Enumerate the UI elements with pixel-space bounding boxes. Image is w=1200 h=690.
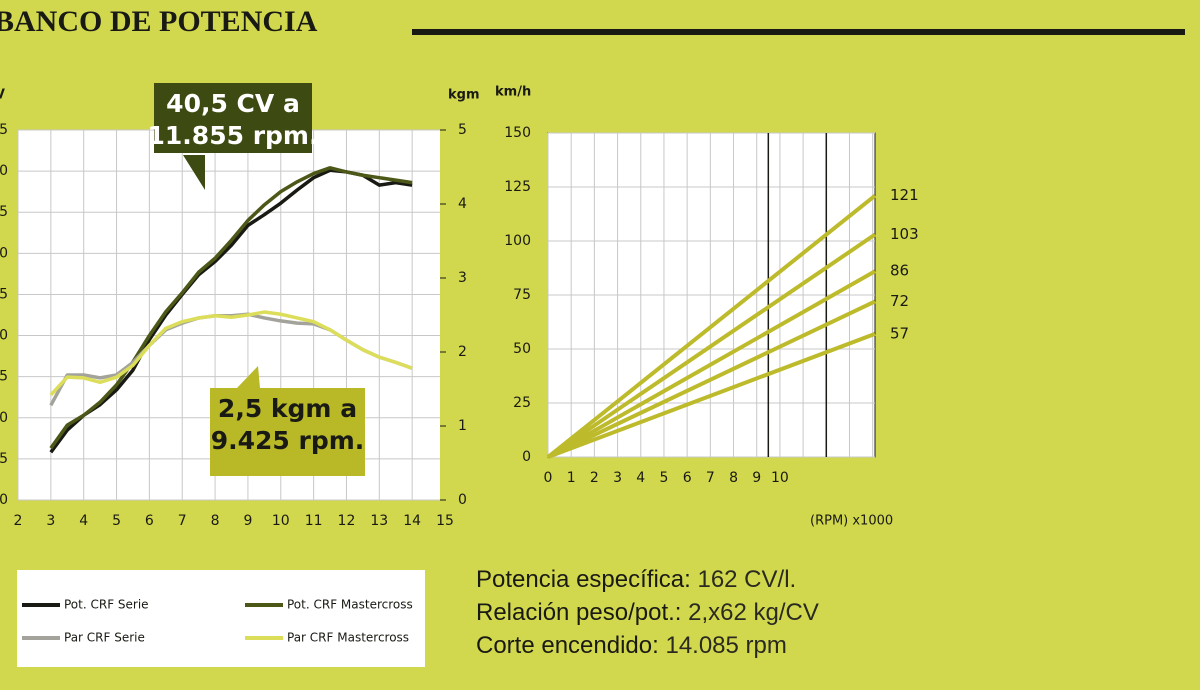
x-tick-label: 7 <box>178 513 187 529</box>
line <box>546 232 877 459</box>
x-tick-label: 3 <box>613 470 622 486</box>
y-tick-label: 40 <box>0 163 8 179</box>
x-tick-label: 4 <box>79 513 88 529</box>
y-tick-label: 45 <box>0 122 8 138</box>
x-tick-label: 11 <box>305 513 323 529</box>
y-tick-label: 20 <box>0 328 8 344</box>
spec-row: Relación peso/pot.: 2,x62 kg/CV <box>476 599 819 627</box>
annotation-pointer <box>237 366 260 388</box>
line <box>547 269 876 459</box>
x-tick-label: 13 <box>370 513 388 529</box>
spec-label: Potencia específica: <box>476 566 691 593</box>
x-tick-label: 10 <box>272 513 290 529</box>
x-tick-label: 8 <box>211 513 220 529</box>
x-tick-label: 4 <box>636 470 645 486</box>
value-label: 121 <box>890 186 919 204</box>
value-label: 72 <box>890 292 909 310</box>
y2-tick-label: 2 <box>458 344 467 360</box>
value-label: 103 <box>890 225 919 243</box>
y-tick-label: 35 <box>0 204 8 220</box>
y-tick-label: 150 <box>504 125 531 141</box>
y-tick-label: 50 <box>513 341 531 357</box>
y2-tick-label: 5 <box>458 122 467 138</box>
legend-label: Par CRF Mastercross <box>287 631 409 645</box>
y-tick-label: 100 <box>504 233 531 249</box>
y-tick-label: 30 <box>0 245 8 261</box>
page-title: BANCO DE POTENCIA <box>0 5 318 38</box>
line <box>49 166 413 450</box>
value-label: 86 <box>890 262 909 280</box>
y-tick-label: 15 <box>0 369 8 385</box>
x-tick-label: 6 <box>145 513 154 529</box>
legend-box <box>17 570 425 667</box>
value-label: 57 <box>890 324 909 342</box>
y-tick-label: 10 <box>0 410 8 426</box>
y-tick-label: 25 <box>0 286 8 302</box>
legend-label: Par CRF Serie <box>64 631 145 645</box>
y2-tick-label: 3 <box>458 270 467 286</box>
y-axis-label: km/h <box>495 85 531 100</box>
spec-label: Corte encendido: <box>476 632 659 659</box>
x-tick-label: 5 <box>659 470 668 486</box>
y2-tick-label: 0 <box>458 492 467 508</box>
y-tick-label: 0 <box>522 449 531 465</box>
y-tick-label: 25 <box>513 395 531 411</box>
y2-tick-label: 4 <box>458 196 467 212</box>
legend-label: Pot. CRF Mastercross <box>287 598 413 612</box>
spec-value: 162 CV/l. <box>697 566 797 593</box>
spec-row: Potencia específica: 162 CV/l. <box>476 566 796 594</box>
x-tick-label: 5 <box>112 513 121 529</box>
spec-label: Relación peso/pot.: <box>476 599 682 626</box>
y-tick-label: 0 <box>0 492 8 508</box>
x-tick-label: 0 <box>544 470 553 486</box>
spec-value: 14.085 rpm <box>665 632 787 659</box>
x-tick-label: 1 <box>567 470 576 486</box>
y-tick-label: 75 <box>513 287 531 303</box>
x-tick-label: 10 <box>771 470 789 486</box>
x-axis-label: (RPM) x1000 <box>810 514 893 529</box>
y-tick-label: 5 <box>0 451 8 467</box>
annotation-text: 2,5 kgm a <box>218 394 357 423</box>
x-tick-label: 15 <box>436 513 454 529</box>
x-tick-label: 2 <box>590 470 599 486</box>
line <box>547 332 876 459</box>
x-tick-label: 14 <box>403 513 421 529</box>
line <box>49 310 413 397</box>
line <box>546 194 877 459</box>
spec-row: Corte encendido: 14.085 rpm <box>476 632 787 660</box>
annotation-text: 11.855 rpm. <box>148 121 319 150</box>
title-rule <box>412 29 1185 35</box>
y-tick-label: 125 <box>504 179 531 195</box>
y2-axis-label: kgm <box>448 88 480 103</box>
annotation-text: 40,5 CV a <box>166 89 300 118</box>
x-tick-label: 6 <box>683 470 692 486</box>
x-tick-label: 12 <box>338 513 356 529</box>
spec-value: 2,x62 kg/CV <box>688 599 819 626</box>
y2-tick-label: 1 <box>458 418 467 434</box>
annotation-box <box>154 83 312 153</box>
legend-label: Pot. CRF Serie <box>64 598 149 612</box>
x-tick-label: 9 <box>752 470 761 486</box>
x-tick-label: 3 <box>46 513 55 529</box>
annotation-box <box>210 388 365 476</box>
y-axis-label: CV <box>0 88 5 103</box>
x-tick-label: 8 <box>729 470 738 486</box>
x-tick-label: 9 <box>243 513 252 529</box>
line <box>547 299 876 459</box>
x-tick-label: 2 <box>14 513 23 529</box>
annotation-text: 9.425 rpm. <box>211 426 365 455</box>
x-tick-label: 7 <box>706 470 715 486</box>
annotation-pointer <box>183 155 205 190</box>
